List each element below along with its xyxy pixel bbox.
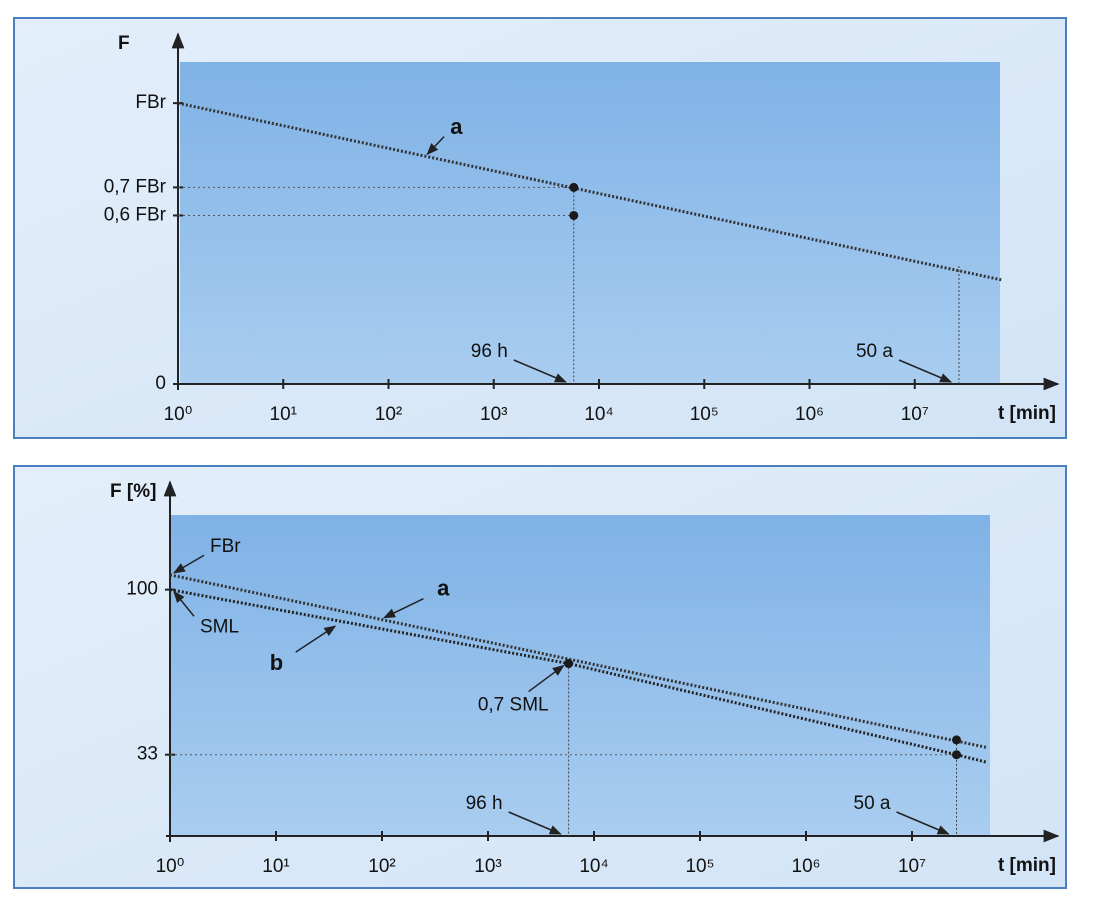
x-tick-label: 10⁰ (164, 404, 193, 425)
marker-label: 50 a (854, 793, 891, 814)
x-tick-label: 10⁷ (901, 404, 929, 425)
marker-arrow (508, 811, 562, 835)
series-name: a (450, 114, 463, 139)
x-tick-label: 10¹ (270, 404, 297, 425)
y-tick-label: 0,7 FBr (104, 176, 167, 197)
marker-arrow (896, 811, 950, 835)
x-tick-label: 10⁴ (579, 856, 608, 877)
y-tick-label: 0 (155, 373, 166, 394)
x-tick-label: 10³ (480, 404, 507, 425)
y-tick-label: 33 (137, 744, 158, 765)
x-tick-label: 10⁶ (792, 856, 821, 877)
start-label: FBr (210, 536, 241, 557)
y-tick-label: 100 (126, 579, 158, 600)
point (952, 735, 962, 745)
marker-label: 96 h (466, 793, 503, 814)
plot-area (180, 62, 1000, 384)
series-name: a (437, 576, 450, 601)
marker-label: 96 h (471, 341, 508, 362)
x-tick-label: 10⁶ (795, 404, 824, 425)
x-tick-label: 10¹ (262, 856, 289, 877)
point (569, 182, 579, 192)
label-arrow (173, 590, 195, 617)
marker-arrow (513, 359, 567, 383)
y-tick-label: FBr (135, 92, 166, 113)
x-tick-label: 10⁷ (898, 856, 926, 877)
callout-label: 0,7 SML (478, 695, 549, 716)
plot-area (170, 515, 990, 836)
y-axis-title: F (118, 33, 130, 54)
marker-arrow (898, 359, 953, 383)
x-tick-label: 10⁴ (584, 404, 613, 425)
x-tick-label: 10⁰ (156, 856, 185, 877)
start-label: SML (200, 617, 239, 638)
label-arrow (295, 625, 337, 653)
label-arrow (172, 554, 205, 574)
x-axis-title: t [min] (998, 403, 1056, 424)
y-axis-title: F [%] (110, 481, 156, 502)
label-arrow (426, 136, 445, 156)
x-tick-label: 10² (375, 404, 402, 425)
point (569, 210, 579, 220)
series-name: b (270, 650, 283, 675)
x-tick-label: 10⁵ (685, 856, 714, 877)
y-tick-label: 0,6 FBr (104, 204, 167, 225)
series-line (169, 573, 987, 749)
x-axis-title: t [min] (998, 855, 1056, 876)
series-line (169, 588, 987, 764)
x-tick-label: 10⁵ (690, 404, 719, 425)
marker-label: 50 a (856, 341, 893, 362)
series-line (177, 101, 1003, 282)
point (952, 750, 962, 760)
point (564, 659, 574, 669)
x-tick-label: 10³ (474, 856, 501, 877)
callout-arrow (528, 664, 565, 693)
label-arrow (383, 598, 424, 619)
x-tick-label: 10² (368, 856, 395, 877)
